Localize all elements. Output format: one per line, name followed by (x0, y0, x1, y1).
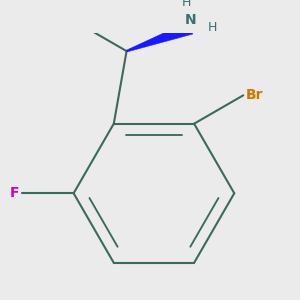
Text: Br: Br (246, 88, 264, 102)
Text: H: H (182, 0, 191, 9)
Text: F: F (9, 186, 19, 200)
Polygon shape (126, 22, 193, 52)
Text: H: H (208, 21, 217, 34)
Text: N: N (185, 13, 196, 27)
